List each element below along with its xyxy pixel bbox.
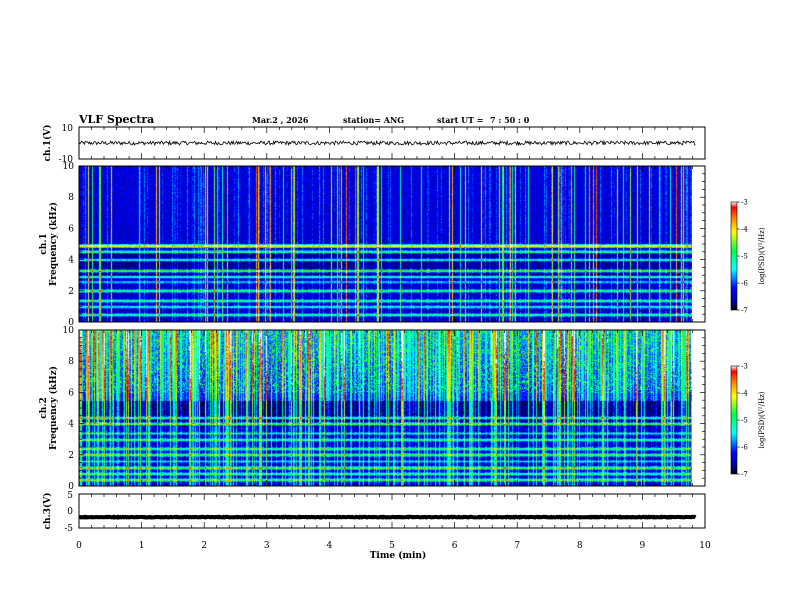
x-tick-label: 0 (76, 541, 82, 551)
ch1-colorbar-scale (730, 201, 738, 311)
colorbar-tick-label: -5 (741, 417, 748, 425)
freq-tick-label: 0 (68, 482, 74, 492)
ch1-freq-ticks: 0 2 4 6 8 10 (63, 162, 705, 328)
ch2-frequency-axis-label: Frequency (kHz) (48, 366, 59, 450)
start-ut-time: 7 : 50 : 0 (490, 115, 530, 125)
x-tick-label: 7 (514, 541, 520, 551)
ch2-colorbar: -3 -4 -5 -6 -7 log(PSD)(V²/Hz) (730, 363, 766, 479)
freq-tick-label: 10 (63, 326, 75, 336)
ch2-colorbar-label: log(PSD)(V²/Hz) (758, 391, 766, 448)
ch3-ytick-mid: 0 (67, 507, 73, 517)
ch1-colorbar-ticks: -3 -4 -5 -6 -7 (737, 199, 748, 315)
colorbar-tick-label: -3 (741, 199, 748, 207)
ch2-channel-label: ch.2 (39, 397, 49, 418)
ch1-waveform-trace (78, 139, 696, 147)
freq-tick-label: 2 (68, 287, 74, 297)
ch1-waveform-panel: 10 -10 ch.1(V) (42, 124, 706, 165)
ch3-ytick-top: 5 (67, 491, 73, 501)
freq-tick-label: 4 (68, 420, 74, 430)
freq-tick-label: 8 (68, 357, 74, 367)
x-tick-label: 5 (389, 541, 395, 551)
ch1-waveform-ylabel: ch.1(V) (42, 125, 53, 162)
colorbar-tick-label: -6 (741, 280, 748, 288)
freq-tick-label: 4 (68, 256, 74, 266)
x-tick-label: 3 (264, 541, 270, 551)
ch2-freq-ticks: 0 2 4 6 8 10 (63, 326, 705, 492)
start-ut-label: start UT = (437, 115, 484, 125)
ch3-waveform-ylabel: ch.3(V) (42, 493, 53, 530)
figure-title: VLF Spectra (78, 113, 154, 126)
colorbar-tick-label: -4 (741, 390, 748, 398)
x-tick-label: 10 (699, 541, 711, 551)
ch1-colorbar-label: log(PSD)(V²/Hz) (758, 227, 766, 284)
colorbar-tick-label: -4 (741, 226, 748, 234)
freq-tick-label: 0 (68, 318, 74, 328)
ch1-frequency-axis-label: Frequency (kHz) (48, 202, 59, 286)
x-tick-label: 8 (577, 541, 583, 551)
ch3-ytick-bottom: -5 (64, 524, 73, 534)
x-tick-label: 4 (327, 541, 333, 551)
ch3-waveform-panel: 5 0 -5 ch.3(V) (42, 491, 706, 534)
date-label: Mar.2 , 2026 (252, 115, 309, 125)
colorbar-tick-label: -7 (741, 307, 748, 315)
x-tick-label: 2 (201, 541, 207, 551)
ch1-colorbar: -3 -4 -5 -6 -7 log(PSD)(V²/Hz) (730, 199, 766, 315)
ch1-channel-label: ch.1 (39, 233, 49, 254)
ch1-waveform-xticks (78, 127, 706, 159)
freq-tick-label: 10 (63, 162, 75, 172)
time-axis-label: Time (min) (370, 550, 427, 561)
x-tick-label: 1 (139, 541, 145, 551)
freq-tick-label: 6 (68, 388, 74, 398)
colorbar-tick-label: -5 (741, 253, 748, 261)
colorbar-tick-label: -7 (741, 471, 748, 479)
x-tick-label: 6 (452, 541, 458, 551)
ch1-ytick-bottom: -10 (59, 155, 74, 165)
ch1-ytick-top: 10 (62, 124, 74, 134)
station-label: station= ANG (343, 115, 404, 125)
time-axis-tick-labels: 0 1 2 3 4 5 6 7 8 9 10 (76, 541, 711, 551)
freq-tick-label: 8 (68, 193, 74, 203)
ch2-colorbar-ticks: -3 -4 -5 -6 -7 (737, 363, 748, 479)
ch2-spectrogram-image (79, 330, 692, 486)
colorbar-tick-label: -6 (741, 444, 748, 452)
ch2-colorbar-scale (730, 365, 738, 475)
freq-tick-label: 2 (68, 451, 74, 461)
ch2-spectrogram-panel: 0 2 4 6 8 10 ch.2 Frequency (kHz) -3 -4 -5 -6 -7 … (39, 326, 766, 492)
ch1-spectrogram-panel: 0 2 4 6 8 10 ch.1 Frequency (kHz) -3 -4 -5 -6 -7 … (39, 162, 766, 328)
ch3-waveform-xticks (78, 494, 706, 528)
ch1-spectrogram-image (79, 166, 692, 322)
colorbar-tick-label: -3 (741, 363, 748, 371)
ch1-spectrogram-xticks (78, 166, 706, 322)
x-tick-label: 9 (640, 541, 646, 551)
ch2-spectrogram-xticks (78, 330, 706, 486)
freq-tick-label: 6 (68, 224, 74, 234)
ch3-waveform-trace (79, 514, 697, 520)
